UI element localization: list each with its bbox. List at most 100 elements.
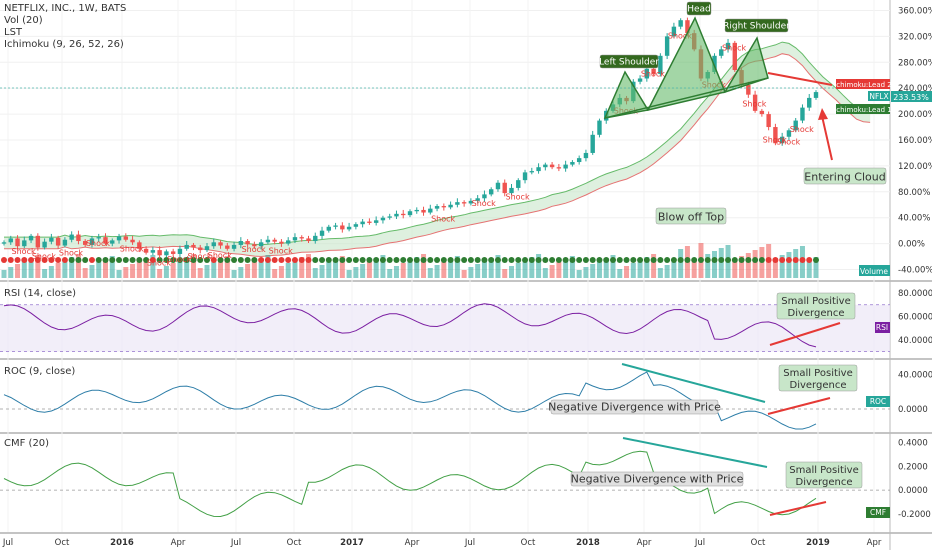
volume-bar xyxy=(583,267,589,278)
volume-bar xyxy=(590,264,596,278)
volume-bar xyxy=(299,257,305,278)
volume-bar xyxy=(657,268,663,278)
candle-body xyxy=(495,182,501,190)
signal-dot xyxy=(542,257,549,263)
signal-dot xyxy=(813,257,819,263)
candle-body xyxy=(333,225,338,227)
signal-dot xyxy=(413,257,420,263)
x-tick: Oct xyxy=(287,538,302,548)
signal-dot xyxy=(386,257,393,263)
roc-negative-annotation-box xyxy=(550,399,719,415)
signal-dot xyxy=(725,257,732,263)
candle-body xyxy=(678,20,683,27)
signal-dot xyxy=(555,257,562,263)
signal-dot xyxy=(352,257,359,263)
signal-dot xyxy=(697,257,704,263)
volume-bar xyxy=(35,255,41,278)
candle-body xyxy=(265,239,271,243)
signal-dot xyxy=(562,257,569,263)
shock-label: Shock xyxy=(269,246,293,255)
x-tick: 2016 xyxy=(110,538,134,548)
shock-label: Shock xyxy=(472,199,496,208)
candle-body xyxy=(658,55,663,74)
signal-dot xyxy=(474,257,481,263)
last-value-label: 233.53% xyxy=(893,93,929,102)
signal-dot xyxy=(190,257,197,263)
x-tick: Apr xyxy=(405,538,420,548)
signal-dot xyxy=(217,257,224,263)
volume-bar xyxy=(380,255,386,278)
roc-y-tick: 0.0000 xyxy=(898,405,928,415)
roc-line xyxy=(3,371,817,430)
signal-dot xyxy=(264,257,271,263)
volume-bar xyxy=(224,256,230,278)
candle-body xyxy=(1,242,7,244)
rsi-y-tick: 40.0000 xyxy=(898,336,932,346)
head-label-box xyxy=(686,1,712,16)
candle-body xyxy=(279,241,284,244)
signal-dot xyxy=(596,257,603,263)
volume-bar xyxy=(732,259,738,278)
volume-bar xyxy=(522,260,528,278)
price-y-tick: 80.00% xyxy=(898,188,930,198)
signal-dot xyxy=(623,257,630,263)
volume-bar xyxy=(197,268,203,278)
candle-body xyxy=(556,167,562,169)
signal-dot xyxy=(758,257,765,263)
volume-bar xyxy=(278,266,284,278)
signal-dot xyxy=(170,257,177,263)
signal-dot xyxy=(143,257,150,263)
roc-positive-line1: Small Positive xyxy=(783,368,853,379)
candle-body xyxy=(8,238,13,243)
signal-dot xyxy=(420,257,427,263)
candle-body xyxy=(367,221,372,223)
cmf-legend: CMF (20) xyxy=(4,438,50,449)
shock-label: Shock xyxy=(790,125,814,134)
volume-bar xyxy=(170,263,176,278)
x-tick: Apr xyxy=(867,538,882,548)
candle-body xyxy=(570,162,575,165)
candle-body xyxy=(468,200,474,204)
signal-dot xyxy=(102,257,109,263)
signal-dot xyxy=(657,257,664,263)
x-tick: 2017 xyxy=(340,538,364,548)
volume-bar xyxy=(630,263,636,278)
signal-dot xyxy=(346,257,353,263)
candle-body xyxy=(773,127,778,144)
volume-bar xyxy=(238,267,244,278)
volume-bar xyxy=(529,257,535,278)
cmf-positive-box-box xyxy=(785,461,863,489)
shock-label: Shock xyxy=(431,215,455,224)
signal-dot xyxy=(467,257,474,263)
signal-dot xyxy=(528,257,535,263)
candle-body xyxy=(49,237,54,242)
volume-bar xyxy=(1,270,7,278)
volume-bar xyxy=(96,262,102,278)
roc-positive-line2: Divergence xyxy=(790,380,847,391)
candle-body xyxy=(482,194,487,199)
volume-bar xyxy=(360,264,366,278)
ichimoku-legend: Ichimoku (9, 26, 52, 26) xyxy=(4,39,124,50)
volume-bar xyxy=(184,257,190,278)
volume-bar xyxy=(400,263,406,278)
signal-dot xyxy=(197,257,204,263)
roc-positive-line xyxy=(767,397,831,415)
ticker-tag xyxy=(868,91,890,101)
candle-body xyxy=(245,241,250,245)
signal-dot xyxy=(515,257,522,263)
right-shoulder-label: Right Shoulder xyxy=(723,22,790,32)
volume-bar xyxy=(8,267,14,278)
x-tick: Apr xyxy=(637,538,652,548)
candle-body xyxy=(759,110,765,115)
signal-dot xyxy=(61,257,68,263)
signal-dot xyxy=(481,257,488,263)
price-y-tick: 160.00% xyxy=(898,136,932,146)
signal-dot xyxy=(752,257,759,263)
candle-body xyxy=(360,221,365,225)
signal-dot xyxy=(258,257,265,263)
volume-bar xyxy=(779,255,785,278)
cmf-badge-box xyxy=(866,507,890,518)
candle-body xyxy=(83,241,88,245)
